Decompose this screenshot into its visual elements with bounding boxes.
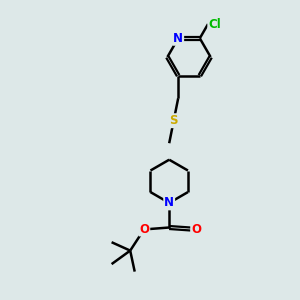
Text: S: S bbox=[169, 114, 178, 127]
Text: N: N bbox=[173, 32, 183, 45]
Text: O: O bbox=[191, 223, 201, 236]
Text: N: N bbox=[164, 196, 174, 209]
Text: O: O bbox=[139, 223, 149, 236]
Text: Cl: Cl bbox=[208, 17, 221, 31]
